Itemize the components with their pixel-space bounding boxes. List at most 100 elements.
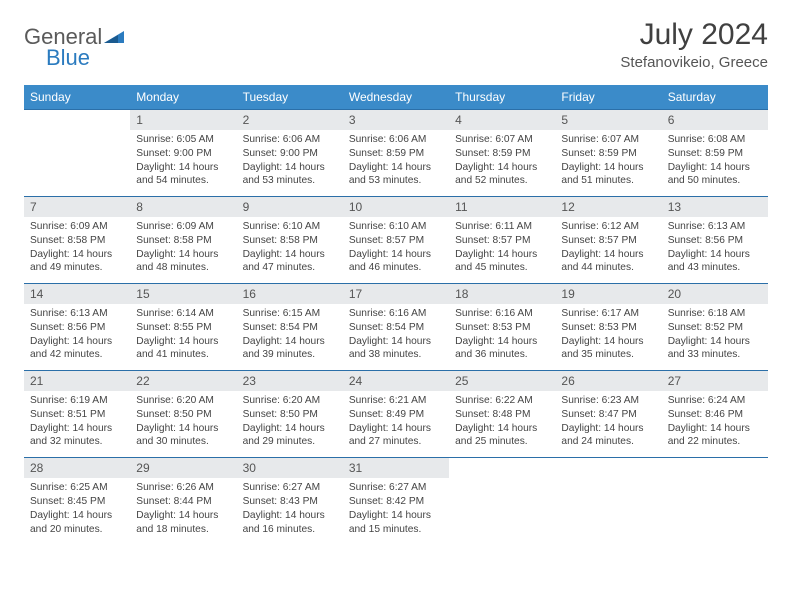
day-number: 29 (130, 458, 236, 478)
day-number: 16 (237, 284, 343, 304)
daylight-text: Daylight: 14 hours and 16 minutes. (243, 509, 337, 537)
day-data: Sunrise: 6:16 AMSunset: 8:53 PMDaylight:… (449, 304, 555, 370)
daylight-text: Daylight: 14 hours and 54 minutes. (136, 161, 230, 189)
daylight-text: Daylight: 14 hours and 44 minutes. (561, 248, 655, 276)
daylight-text: Daylight: 14 hours and 53 minutes. (349, 161, 443, 189)
day-data: Sunrise: 6:12 AMSunset: 8:57 PMDaylight:… (555, 217, 661, 283)
sunrise-text: Sunrise: 6:24 AM (668, 394, 762, 408)
day-cell: 24Sunrise: 6:21 AMSunset: 8:49 PMDayligh… (343, 371, 449, 458)
day-data: Sunrise: 6:07 AMSunset: 8:59 PMDaylight:… (449, 130, 555, 196)
day-cell: 10Sunrise: 6:10 AMSunset: 8:57 PMDayligh… (343, 197, 449, 284)
sunrise-text: Sunrise: 6:16 AM (455, 307, 549, 321)
calendar-table: Sunday Monday Tuesday Wednesday Thursday… (24, 85, 768, 544)
day-cell: 6Sunrise: 6:08 AMSunset: 8:59 PMDaylight… (662, 110, 768, 197)
sunrise-text: Sunrise: 6:08 AM (668, 133, 762, 147)
day-number: 10 (343, 197, 449, 217)
sunset-text: Sunset: 8:54 PM (349, 321, 443, 335)
day-cell: 1 Sunrise: 6:05 AMSunset: 9:00 PMDaylight… (130, 110, 236, 197)
day-data: Sunrise: 6:25 AMSunset: 8:45 PMDaylight:… (24, 478, 130, 544)
sunset-text: Sunset: 9:00 PM (243, 147, 337, 161)
day-data: Sunrise: 6:16 AMSunset: 8:54 PMDaylight:… (343, 304, 449, 370)
sunrise-text: Sunrise: 6:13 AM (668, 220, 762, 234)
sunrise-text: Sunrise: 6:26 AM (136, 481, 230, 495)
daylight-text: Daylight: 14 hours and 53 minutes. (243, 161, 337, 189)
sunset-text: Sunset: 8:43 PM (243, 495, 337, 509)
sunrise-text: Sunrise: 6:27 AM (243, 481, 337, 495)
day-number: 25 (449, 371, 555, 391)
sunset-text: Sunset: 8:58 PM (136, 234, 230, 248)
daylight-text: Daylight: 14 hours and 48 minutes. (136, 248, 230, 276)
day-number: 28 (24, 458, 130, 478)
sunrise-text: Sunrise: 6:05 AM (136, 133, 230, 147)
day-data: Sunrise: 6:08 AMSunset: 8:59 PMDaylight:… (662, 130, 768, 196)
sunset-text: Sunset: 8:53 PM (455, 321, 549, 335)
daylight-text: Daylight: 14 hours and 41 minutes. (136, 335, 230, 363)
sunset-text: Sunset: 8:48 PM (455, 408, 549, 422)
day-data: Sunrise: 6:09 AMSunset: 8:58 PMDaylight:… (24, 217, 130, 283)
day-number: 20 (662, 284, 768, 304)
day-number: 24 (343, 371, 449, 391)
sunrise-text: Sunrise: 6:10 AM (349, 220, 443, 234)
daylight-text: Daylight: 14 hours and 32 minutes. (30, 422, 124, 450)
day-number: 5 (555, 110, 661, 130)
sunrise-text: Sunrise: 6:25 AM (30, 481, 124, 495)
day-cell: 29Sunrise: 6:26 AMSunset: 8:44 PMDayligh… (130, 458, 236, 545)
day-data: Sunrise: 6:07 AMSunset: 8:59 PMDaylight:… (555, 130, 661, 196)
day-number: 30 (237, 458, 343, 478)
sunset-text: Sunset: 9:00 PM (136, 147, 230, 161)
day-data: Sunrise: 6:22 AMSunset: 8:48 PMDaylight:… (449, 391, 555, 457)
sunrise-text: Sunrise: 6:14 AM (136, 307, 230, 321)
daylight-text: Daylight: 14 hours and 18 minutes. (136, 509, 230, 537)
day-cell: 5Sunrise: 6:07 AMSunset: 8:59 PMDaylight… (555, 110, 661, 197)
daylight-text: Daylight: 14 hours and 24 minutes. (561, 422, 655, 450)
sunrise-text: Sunrise: 6:06 AM (349, 133, 443, 147)
sunset-text: Sunset: 8:57 PM (455, 234, 549, 248)
day-number (662, 458, 768, 478)
day-data (449, 478, 555, 536)
day-cell: 12Sunrise: 6:12 AMSunset: 8:57 PMDayligh… (555, 197, 661, 284)
day-number: 2 (237, 110, 343, 130)
day-number: 14 (24, 284, 130, 304)
page-title: July 2024 (620, 18, 768, 52)
day-number: 26 (555, 371, 661, 391)
sunset-text: Sunset: 8:54 PM (243, 321, 337, 335)
day-cell: 15Sunrise: 6:14 AMSunset: 8:55 PMDayligh… (130, 284, 236, 371)
daylight-text: Daylight: 14 hours and 46 minutes. (349, 248, 443, 276)
sunset-text: Sunset: 8:59 PM (455, 147, 549, 161)
sunset-text: Sunset: 8:52 PM (668, 321, 762, 335)
day-cell: 22Sunrise: 6:20 AMSunset: 8:50 PMDayligh… (130, 371, 236, 458)
day-cell: 25Sunrise: 6:22 AMSunset: 8:48 PMDayligh… (449, 371, 555, 458)
day-number: 18 (449, 284, 555, 304)
daylight-text: Daylight: 14 hours and 51 minutes. (561, 161, 655, 189)
dow-tuesday: Tuesday (237, 85, 343, 110)
day-cell: 4Sunrise: 6:07 AMSunset: 8:59 PMDaylight… (449, 110, 555, 197)
day-cell (662, 458, 768, 545)
daylight-text: Daylight: 14 hours and 29 minutes. (243, 422, 337, 450)
daylight-text: Daylight: 14 hours and 45 minutes. (455, 248, 549, 276)
sunset-text: Sunset: 8:59 PM (668, 147, 762, 161)
sunset-text: Sunset: 8:55 PM (136, 321, 230, 335)
day-number: 1 (130, 110, 236, 130)
daylight-text: Daylight: 14 hours and 36 minutes. (455, 335, 549, 363)
day-data: Sunrise: 6:06 AMSunset: 8:59 PMDaylight:… (343, 130, 449, 196)
sunset-text: Sunset: 8:49 PM (349, 408, 443, 422)
day-data: Sunrise: 6:11 AMSunset: 8:57 PMDaylight:… (449, 217, 555, 283)
day-data: Sunrise: 6:10 AMSunset: 8:58 PMDaylight:… (237, 217, 343, 283)
daylight-text: Daylight: 14 hours and 25 minutes. (455, 422, 549, 450)
dow-friday: Friday (555, 85, 661, 110)
day-data: Sunrise: 6:17 AMSunset: 8:53 PMDaylight:… (555, 304, 661, 370)
daylight-text: Daylight: 14 hours and 43 minutes. (668, 248, 762, 276)
day-number: 17 (343, 284, 449, 304)
day-cell: 20Sunrise: 6:18 AMSunset: 8:52 PMDayligh… (662, 284, 768, 371)
day-data (24, 130, 130, 188)
day-data: Sunrise: 6:18 AMSunset: 8:52 PMDaylight:… (662, 304, 768, 370)
week-row: 14Sunrise: 6:13 AMSunset: 8:56 PMDayligh… (24, 284, 768, 371)
day-cell: 28Sunrise: 6:25 AMSunset: 8:45 PMDayligh… (24, 458, 130, 545)
daylight-text: Daylight: 14 hours and 33 minutes. (668, 335, 762, 363)
daylight-text: Daylight: 14 hours and 35 minutes. (561, 335, 655, 363)
sunset-text: Sunset: 8:58 PM (30, 234, 124, 248)
day-data: Sunrise: 6:21 AMSunset: 8:49 PMDaylight:… (343, 391, 449, 457)
daylight-text: Daylight: 14 hours and 49 minutes. (30, 248, 124, 276)
day-cell: 14Sunrise: 6:13 AMSunset: 8:56 PMDayligh… (24, 284, 130, 371)
week-row: 7Sunrise: 6:09 AMSunset: 8:58 PMDaylight… (24, 197, 768, 284)
